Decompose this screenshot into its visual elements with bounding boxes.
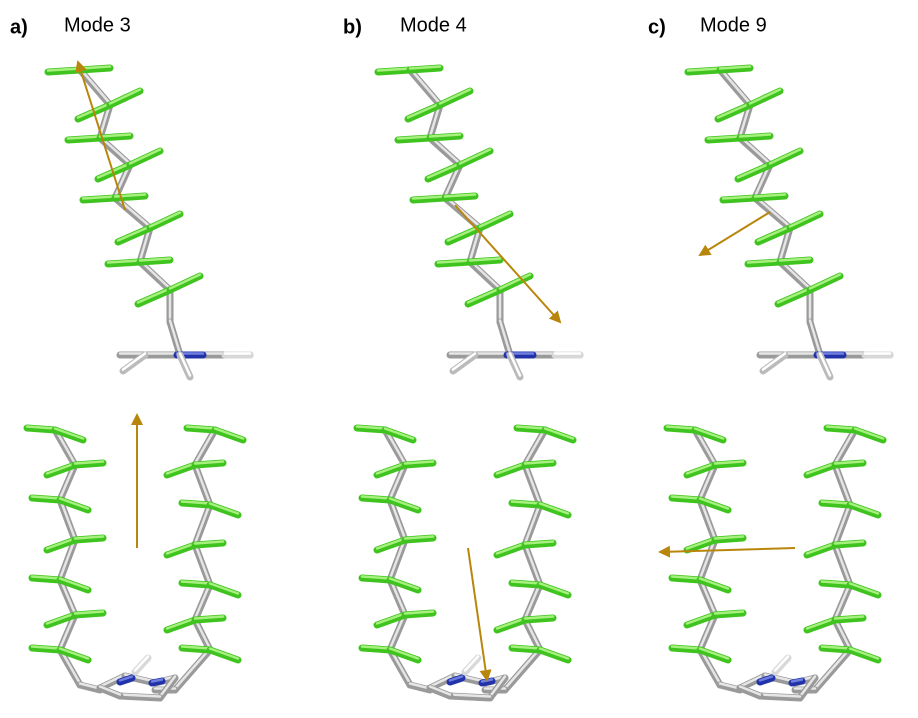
panel-label: b) bbox=[343, 16, 362, 38]
figure: a) Mode 3 b) Mode 4 c) Mode 9 bbox=[0, 0, 918, 713]
bond-shine bbox=[525, 464, 540, 504]
fluorine bbox=[110, 91, 140, 105]
bond-shine bbox=[195, 584, 210, 619]
fluorine bbox=[807, 545, 835, 555]
fluorine bbox=[497, 465, 525, 475]
bond-shine bbox=[835, 584, 850, 619]
fluorine bbox=[215, 430, 243, 440]
fluorine bbox=[850, 505, 878, 515]
bond-shine bbox=[720, 69, 750, 104]
fluorine bbox=[497, 545, 525, 555]
bond-shine bbox=[525, 544, 540, 584]
fluorine bbox=[210, 650, 238, 660]
fluorine bbox=[750, 91, 780, 105]
fluorine bbox=[770, 151, 800, 165]
bond-shine bbox=[195, 504, 210, 544]
fluorine bbox=[545, 430, 573, 440]
fluorine bbox=[138, 290, 170, 304]
bond-shine bbox=[525, 429, 545, 464]
bond-shine bbox=[525, 504, 540, 544]
fluorine bbox=[150, 214, 180, 228]
fluorine bbox=[810, 276, 840, 290]
bond-shine bbox=[175, 649, 210, 689]
panel-title: Mode 9 bbox=[700, 14, 767, 36]
fluorine bbox=[497, 620, 525, 630]
fluorine bbox=[855, 430, 883, 440]
fluorine bbox=[540, 505, 568, 515]
panel-label: c) bbox=[648, 16, 666, 38]
fluorine bbox=[440, 91, 470, 105]
panel-title: Mode 4 bbox=[400, 14, 467, 36]
fluorine bbox=[167, 465, 195, 475]
fluorine bbox=[850, 650, 878, 660]
fluorine bbox=[540, 650, 568, 660]
fluorine bbox=[460, 151, 490, 165]
fluorine bbox=[807, 465, 835, 475]
fluorine bbox=[170, 276, 200, 290]
fluorine bbox=[540, 585, 568, 595]
panel-label: a) bbox=[10, 16, 28, 38]
bond-shine bbox=[505, 649, 540, 689]
fluorine bbox=[850, 585, 878, 595]
fluorine bbox=[807, 620, 835, 630]
fluorine bbox=[210, 585, 238, 595]
bond-shine bbox=[835, 544, 850, 584]
bond-shine bbox=[525, 584, 540, 619]
bond-shine bbox=[410, 69, 440, 104]
fluorine bbox=[790, 214, 820, 228]
bond-shine bbox=[195, 464, 210, 504]
fluorine bbox=[167, 620, 195, 630]
fluorine bbox=[210, 505, 238, 515]
page: a) Mode 3 b) Mode 4 c) Mode 9 (() => { c… bbox=[0, 0, 918, 713]
bond-shine bbox=[835, 504, 850, 544]
bond-shine bbox=[195, 429, 215, 464]
fluorine bbox=[468, 290, 500, 304]
bond-shine bbox=[815, 649, 850, 689]
bond-shine bbox=[195, 544, 210, 584]
bond-shine bbox=[835, 429, 855, 464]
fluorine bbox=[778, 290, 810, 304]
fluorine bbox=[130, 151, 160, 165]
displacement-arrow bbox=[700, 212, 770, 255]
bond-shine bbox=[80, 69, 110, 104]
fluorine bbox=[167, 545, 195, 555]
panel-title: Mode 3 bbox=[64, 14, 131, 36]
displacement-arrow bbox=[660, 548, 795, 552]
bond-shine bbox=[835, 464, 850, 504]
fluorine bbox=[480, 214, 510, 228]
